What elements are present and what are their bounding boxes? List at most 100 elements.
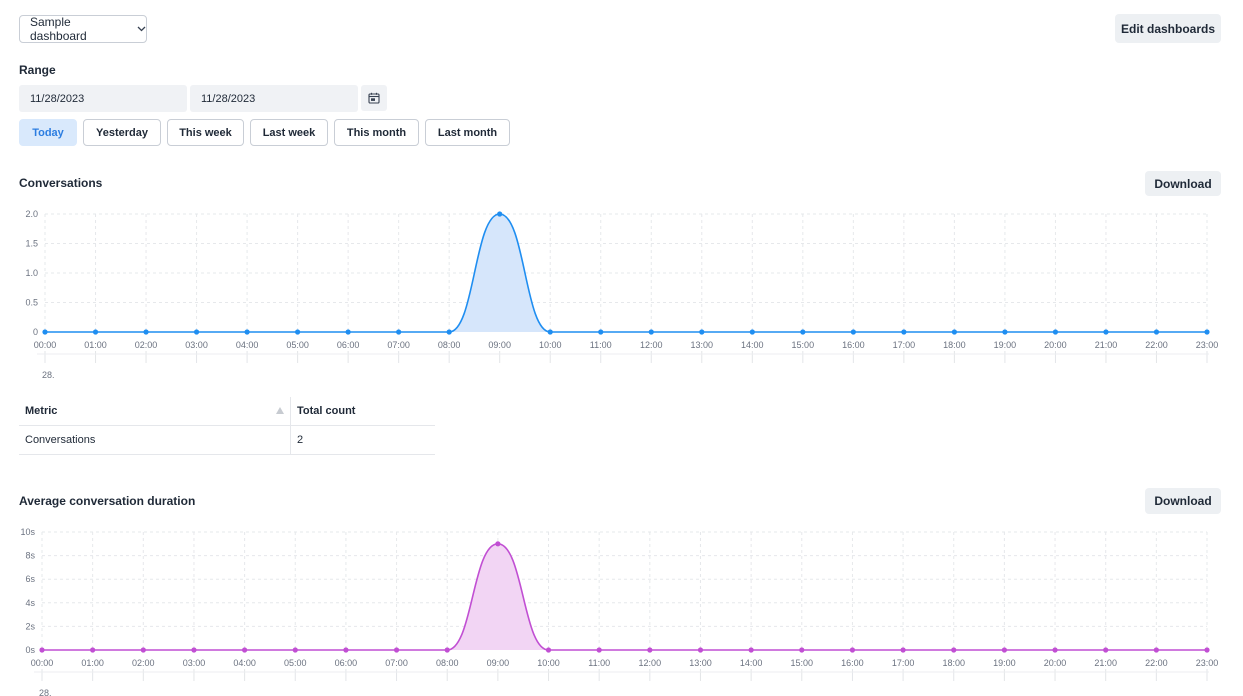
conv-data-point	[497, 211, 503, 217]
preset-last-month-button[interactable]: Last month	[425, 119, 510, 146]
conv-x-tick-label: 13:00	[691, 340, 714, 350]
preset-today-button[interactable]: Today	[19, 119, 77, 146]
conv-x-tick-label: 18:00	[943, 340, 966, 350]
conv-x-tick-label: 16:00	[842, 340, 865, 350]
dur-y-tick-label: 0s	[25, 645, 35, 655]
conv-data-point	[396, 329, 402, 335]
conversations-title: Conversations	[19, 176, 103, 190]
conv-data-point	[749, 329, 755, 335]
conv-x-tick-label: 10:00	[539, 340, 562, 350]
dur-x-tick-label: 04:00	[233, 658, 256, 668]
dur-data-point	[191, 647, 197, 653]
conv-x-tick-label: 12:00	[640, 340, 663, 350]
dur-x-tick-label: 00:00	[31, 658, 54, 668]
conv-x-tick-label: 05:00	[286, 340, 309, 350]
preset-this-week-button[interactable]: This week	[167, 119, 244, 146]
dur-y-tick-label: 10s	[20, 527, 35, 537]
dur-data-point	[596, 647, 602, 653]
dur-x-tick-label: 17:00	[892, 658, 915, 668]
dur-x-tick-label: 07:00	[385, 658, 408, 668]
dur-x-tick-label: 13:00	[689, 658, 712, 668]
conv-data-point	[446, 329, 452, 335]
conv-x-tick-label: 08:00	[438, 340, 461, 350]
dur-data-point	[849, 647, 856, 653]
total-count-column-header[interactable]: Total count	[297, 405, 356, 417]
dur-y-tick-label: 6s	[25, 574, 35, 584]
calendar-button[interactable]	[361, 85, 387, 111]
total-count-cell: 2	[297, 434, 304, 446]
metric-cell: Conversations	[19, 426, 291, 454]
dur-x-tick-label: 18:00	[942, 658, 965, 668]
conv-data-point	[1052, 329, 1059, 335]
dur-y-tick-label: 4s	[25, 598, 35, 608]
dur-x-tick-label: 21:00	[1094, 658, 1117, 668]
conv-data-point	[295, 329, 301, 335]
conv-data-point	[244, 329, 250, 335]
conv-x-tick-label: 11:00	[590, 340, 612, 350]
table-row: Conversations 2	[19, 426, 435, 455]
dur-x-tick-label: 20:00	[1044, 658, 1067, 668]
conv-data-point	[1153, 329, 1160, 335]
dur-x-tick-label: 14:00	[740, 658, 763, 668]
dur-data-point	[393, 647, 400, 653]
dur-x-tick-label: 15:00	[791, 658, 814, 668]
dur-y-tick-label: 8s	[25, 551, 35, 561]
table-header-row: Metric Total count	[19, 397, 435, 426]
preset-this-month-button[interactable]: This month	[334, 119, 419, 146]
conv-data-point	[901, 329, 907, 335]
chevron-down-icon	[137, 26, 146, 32]
dur-data-point	[242, 647, 248, 653]
sort-ascending-icon[interactable]	[276, 407, 284, 414]
date-from-input[interactable]: 11/28/2023	[19, 85, 187, 112]
conv-x-tick-label: 15:00	[792, 340, 815, 350]
dur-data-point	[495, 541, 501, 547]
range-label: Range	[19, 63, 56, 77]
dur-y-tick-label: 2s	[25, 621, 35, 631]
conversations-download-button[interactable]: Download	[1145, 171, 1221, 196]
edit-dashboards-button[interactable]: Edit dashboards	[1115, 14, 1221, 43]
conv-x-tick-label: 20:00	[1044, 340, 1067, 350]
conv-x-tick-label: 17:00	[893, 340, 916, 350]
metric-table: Metric Total count Conversations 2	[19, 397, 435, 455]
metric-column-header[interactable]: Metric	[19, 397, 291, 425]
dur-data-point	[748, 647, 754, 653]
avg-duration-chart: 0s 2s 4s 6s 8s 10s 00:00 01:00 02:00 03:00 04:00 05…	[20, 527, 1218, 696]
avg-duration-download-button[interactable]: Download	[1145, 488, 1221, 514]
dur-data-point	[444, 647, 450, 653]
conv-data-point	[345, 329, 351, 335]
conv-x-tick-label: 14:00	[741, 340, 764, 350]
preset-last-week-button[interactable]: Last week	[250, 119, 328, 146]
dur-data-point	[647, 647, 653, 653]
conv-y-tick-label: 2.0	[25, 209, 38, 219]
conv-data-point	[92, 329, 99, 335]
dashboard-select[interactable]: Sample dashboard	[19, 15, 147, 43]
dur-data-point	[1153, 647, 1159, 653]
dashboard-select-label: Sample dashboard	[30, 15, 87, 43]
dur-area-fill	[42, 543, 1207, 650]
dur-x-tick-label: 12:00	[639, 658, 662, 668]
dur-data-point	[1052, 647, 1058, 653]
conv-x-tick-label: 06:00	[337, 340, 360, 350]
conv-data-point	[193, 329, 200, 335]
conv-data-point	[800, 329, 806, 335]
conv-x-tick-label: 03:00	[185, 340, 208, 350]
dur-x-tick-label: 09:00	[487, 658, 510, 668]
conv-x-tick-label: 01:00	[84, 340, 107, 350]
conv-data-point	[1204, 329, 1210, 335]
dur-data-point	[900, 647, 906, 653]
dur-data-point	[545, 647, 552, 653]
conv-x-tick-label: 19:00	[994, 340, 1017, 350]
conv-date-label: 28.	[42, 370, 55, 380]
dur-data-point	[951, 647, 957, 653]
conv-data-point	[143, 329, 149, 335]
dur-date-label: 28.	[39, 688, 52, 696]
conv-data-point	[547, 329, 553, 335]
date-to-input[interactable]: 11/28/2023	[190, 85, 358, 112]
dur-x-tick-label: 10:00	[537, 658, 560, 668]
conv-data-point	[42, 329, 48, 335]
preset-yesterday-button[interactable]: Yesterday	[83, 119, 161, 146]
dur-x-tick-label: 16:00	[841, 658, 864, 668]
dur-x-tick-label: 19:00	[993, 658, 1016, 668]
conv-x-tick-label: 09:00	[488, 340, 511, 350]
conv-x-tick-label: 23:00	[1196, 340, 1219, 350]
